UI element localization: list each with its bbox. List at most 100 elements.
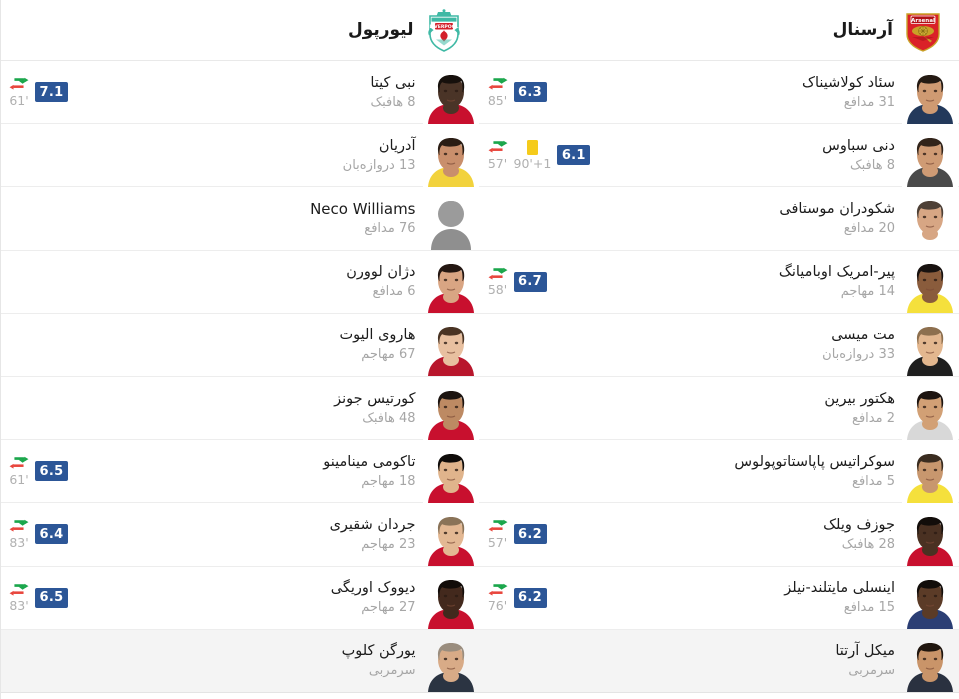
player-photo [422, 629, 480, 693]
substitution-icon [488, 266, 508, 282]
player-row[interactable]: دژان لوورن 6 مدافع [1, 250, 480, 314]
player-row[interactable]: سئاد کولاشیناک 31 مدافع 6.3 85' [479, 61, 959, 125]
svg-text:LIVERPOOL: LIVERPOOL [429, 24, 458, 30]
manager-row[interactable]: میکل آرتتا سرمربی [479, 629, 959, 693]
player-photo [901, 440, 959, 503]
player-row[interactable]: سوکراتیس پاپاستاتوپولوس 5 مدافع [479, 440, 959, 504]
manager-row[interactable]: یورگن کلوپ سرمربی [1, 629, 480, 693]
player-name: جردان شقیری [329, 516, 416, 533]
player-row[interactable]: تاکومی مینامینو 18 مهاجم 6.5 61' [1, 440, 480, 504]
player-row[interactable]: جردان شقیری 23 مهاجم 6.4 83' [1, 503, 480, 567]
player-name: سئاد کولاشیناک [802, 74, 895, 91]
player-row[interactable]: آدریان 13 دروازه‌بان [1, 124, 480, 188]
event-time: 57' [487, 155, 508, 171]
event-time: 90'+1 [513, 155, 552, 171]
player-photo-svg [422, 61, 479, 124]
player-rating-badge[interactable]: 6.5 [35, 587, 68, 608]
player-row[interactable]: دنی سباوس 8 هافبک 6.1 90'+1 57' [479, 124, 959, 188]
player-row[interactable]: هاروی الیوت 67 مهاجم [1, 313, 480, 377]
substitution-icon [488, 77, 508, 93]
player-rating-badge[interactable]: 6.7 [513, 271, 547, 292]
player-name: دژان لوورن [346, 264, 416, 281]
player-name: یورگن کلوپ [341, 643, 416, 660]
player-photo [422, 124, 480, 187]
player-name: هاروی الیوت [339, 327, 416, 344]
player-photo [901, 124, 959, 187]
player-name: مت میسی [831, 327, 895, 344]
player-number-position: 2 مدافع [852, 410, 895, 426]
player-photo-svg [422, 314, 479, 377]
player-events: 6.7 58' [480, 266, 555, 297]
event-substitution: 76' [488, 582, 508, 613]
player-name-block: دنی سباوس 8 هافبک [822, 136, 901, 175]
event-substitution: 58' [488, 266, 508, 297]
player-photo [422, 566, 480, 630]
player-name-block: تاکومی مینامینو 18 مهاجم [323, 452, 421, 491]
player-number-position: 13 دروازه‌بان [342, 157, 416, 173]
arsenal-crest: Arsenal [901, 7, 945, 53]
player-number-position: 18 مهاجم [361, 473, 416, 489]
liverpool-crest: LIVERPOOL [422, 7, 466, 53]
yellow-card-icon [526, 140, 538, 156]
player-row[interactable]: نبی کیتا 8 هافبک 7.1 61' [1, 61, 480, 125]
player-row[interactable]: اینسلی مایتلند-نیلز 15 مدافع 6.2 76' [479, 566, 959, 630]
player-name: هکتور بیرین [824, 390, 895, 407]
player-name-block: جردان شقیری 23 مهاجم [330, 515, 422, 554]
player-rating-badge[interactable]: 6.1 [557, 145, 591, 166]
player-photo-svg [422, 630, 479, 693]
player-number-position: 6 مدافع [372, 284, 416, 300]
substitution-icon-svg [9, 520, 29, 532]
event-time: 85' [487, 92, 508, 108]
arsenal-crest-svg: Arsenal [906, 13, 940, 52]
player-photo-svg [902, 503, 958, 566]
team-header-home[interactable]: LIVERPOOL لیورپول [1, 0, 480, 61]
player-photo-svg [422, 377, 479, 440]
player-row[interactable]: Neco Williams 76 مدافع [1, 187, 480, 251]
player-row[interactable]: مت میسی 33 دروازه‌بان [479, 313, 959, 377]
player-rating-badge[interactable]: 6.4 [35, 524, 68, 545]
event-substitution: 61' [9, 77, 29, 108]
player-name-block: سئاد کولاشیناک 31 مدافع [802, 73, 901, 112]
player-name: تاکومی مینامینو [323, 453, 416, 470]
player-photo-svg [422, 124, 479, 187]
player-name: دیووک اوریگی [330, 580, 416, 597]
player-events: 6.3 85' [480, 77, 555, 108]
player-rating-badge[interactable]: 6.5 [35, 461, 68, 482]
player-number-position: 5 مدافع [852, 473, 895, 489]
player-avatar-placeholder-svg [422, 187, 479, 250]
player-row[interactable]: دیووک اوریگی 27 مهاجم 6.5 83' [1, 566, 480, 630]
event-yellow-card: 90'+1 [513, 140, 552, 171]
player-rating-badge[interactable]: 7.1 [35, 82, 68, 103]
team-column-away: Arsenal آرسنال سئاد کولاشیناک 31 مدافع 6.3… [479, 0, 959, 699]
event-substitution: 57' [488, 519, 508, 550]
player-photo [901, 566, 959, 630]
player-name-block: پیر-امریک اوبامیانگ 14 مهاجم [779, 262, 901, 301]
player-photo-svg [422, 503, 479, 566]
player-photo-svg [902, 251, 958, 314]
event-substitution: 85' [488, 77, 508, 108]
player-number-position: 33 دروازه‌بان [822, 347, 895, 363]
player-photo-svg [902, 124, 958, 187]
player-photo-svg [902, 187, 958, 250]
substitution-icon-svg [9, 456, 29, 469]
substitution-icon [9, 582, 29, 598]
player-number-position: 28 هافبک [841, 536, 895, 552]
event-substitution: 83' [9, 582, 29, 613]
player-row[interactable]: جوزف ویلک 28 هافبک 6.2 57' [479, 503, 959, 567]
player-rating-badge[interactable]: 6.3 [513, 82, 547, 103]
player-row[interactable]: پیر-امریک اوبامیانگ 14 مهاجم 6.7 58' [479, 250, 959, 314]
player-row[interactable]: کورتیس جونز 48 هافبک [1, 376, 480, 441]
player-row[interactable]: شکودران موستافی 20 مدافع [479, 187, 959, 251]
player-name: اینسلی مایتلند-نیلز [784, 580, 895, 597]
player-photo-svg [902, 377, 958, 440]
player-number-position: 15 مدافع [843, 600, 895, 616]
player-row[interactable]: هکتور بیرین 2 مدافع [479, 376, 959, 441]
player-rating-badge[interactable]: 6.2 [513, 524, 547, 545]
player-events: 6.5 83' [1, 582, 76, 613]
player-name-block: دیووک اوریگی 27 مهاجم [331, 578, 422, 617]
team-header-away[interactable]: Arsenal آرسنال [479, 0, 959, 61]
player-rating-badge[interactable]: 6.2 [513, 587, 547, 608]
player-events: 7.1 61' [1, 77, 76, 108]
substitution-icon-svg [488, 77, 507, 90]
